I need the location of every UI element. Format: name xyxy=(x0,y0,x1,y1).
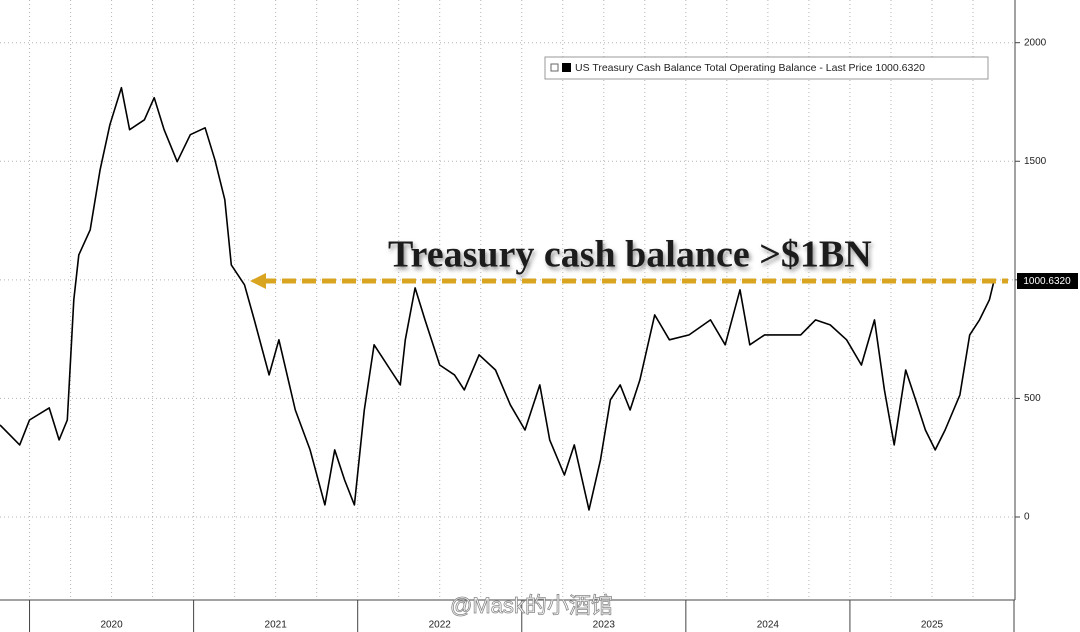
watermark: @Mask的小酒馆 xyxy=(450,593,613,618)
legend-toggle xyxy=(550,63,559,72)
arrow-head xyxy=(250,273,266,289)
x-tick-label: 2024 xyxy=(757,620,780,631)
x-tick-label: 2021 xyxy=(265,620,288,631)
legend-box xyxy=(544,56,989,80)
x-tick-label: 2022 xyxy=(429,620,452,631)
legend-label: US Treasury Cash Balance Total Operating… xyxy=(575,62,925,74)
data-line xyxy=(0,86,996,511)
y-tick-label: 1500 xyxy=(1024,156,1047,167)
last-price-box xyxy=(1017,273,1078,289)
x-tick-label: 2023 xyxy=(593,620,616,631)
y-tick-label: 2000 xyxy=(1024,37,1047,48)
annotation: Treasury cash balance >$1BN xyxy=(388,234,872,276)
y-tick-label: 0 xyxy=(1024,512,1030,523)
plot xyxy=(0,86,996,511)
x-tick-label: 2020 xyxy=(100,620,123,631)
last-price-label: 1000.6320 xyxy=(1023,276,1071,287)
x-tick-label: 2025 xyxy=(921,620,944,631)
legend-swatch xyxy=(562,63,571,72)
y-tick-label: 500 xyxy=(1024,393,1041,404)
grid: 0500100015002000 xyxy=(0,0,1047,632)
